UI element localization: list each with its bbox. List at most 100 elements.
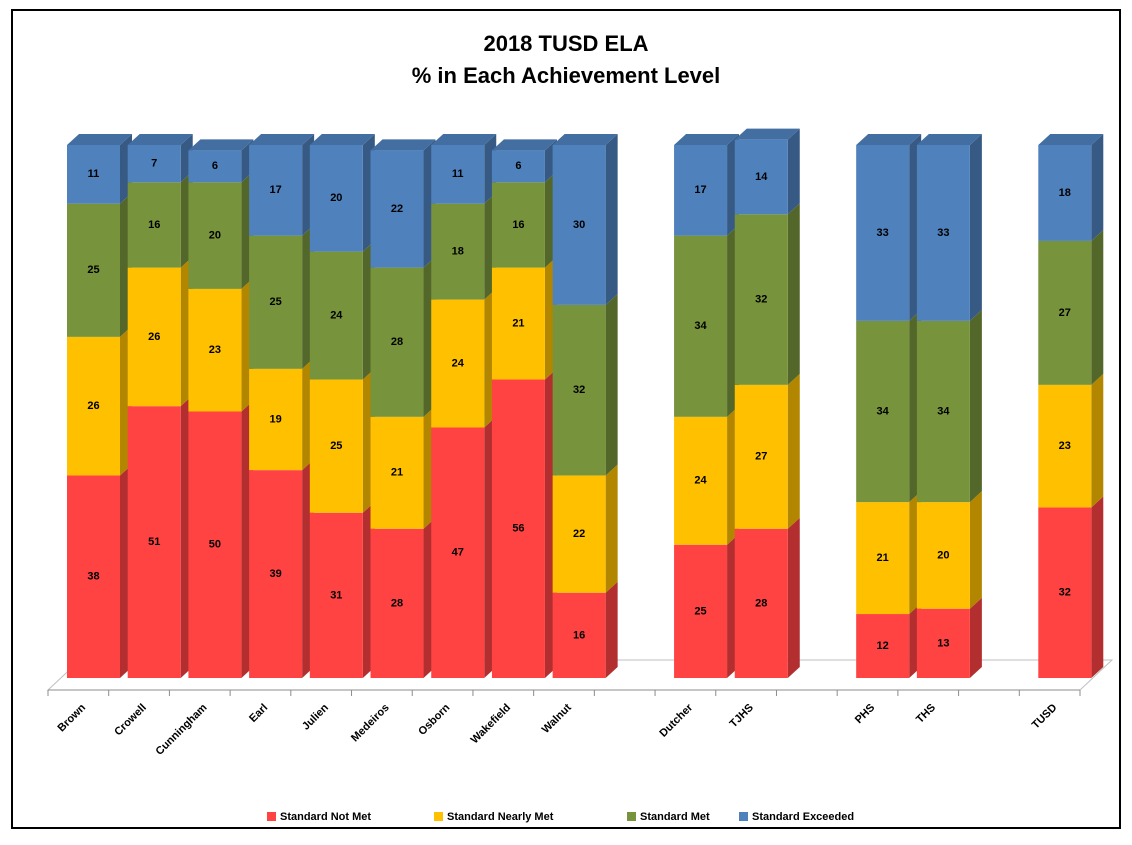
bar-segment <box>188 150 242 183</box>
bar-segment <box>127 267 181 407</box>
data-label: 27 <box>755 451 767 463</box>
data-label: 20 <box>937 549 949 561</box>
bar-segment <box>370 416 424 529</box>
data-label: 56 <box>512 523 524 535</box>
bar-side <box>969 597 982 678</box>
data-label: 32 <box>573 384 585 396</box>
data-label: 31 <box>330 589 342 601</box>
data-label: 27 <box>1059 307 1071 319</box>
data-label: 6 <box>515 160 521 172</box>
bar-side <box>605 134 618 305</box>
bar-top <box>491 139 557 151</box>
chart-subtitle: % in Each Achievement Level <box>412 63 721 88</box>
data-label: 34 <box>937 405 950 417</box>
data-label: 32 <box>1059 587 1071 599</box>
data-label: 26 <box>87 400 99 412</box>
bar-segment <box>188 182 242 289</box>
bar-segment <box>1038 384 1092 508</box>
data-label: 25 <box>694 605 706 617</box>
bar-segment <box>370 528 424 678</box>
bar-segment <box>431 427 485 678</box>
legend-swatch <box>739 812 748 821</box>
bar-top <box>552 134 618 145</box>
bar-segment <box>491 379 545 678</box>
bar-segment <box>674 145 728 236</box>
bar-top <box>309 134 375 145</box>
bar-segment <box>249 470 303 678</box>
data-label: 51 <box>148 536 160 548</box>
data-label: 22 <box>573 528 585 540</box>
bar-top <box>916 134 982 145</box>
bar-segment <box>309 379 363 513</box>
bar-side <box>605 293 618 476</box>
bar-top <box>734 128 800 140</box>
bar-segment <box>67 475 120 678</box>
bar-side <box>605 464 618 593</box>
bar-segment <box>734 214 788 385</box>
data-label: 16 <box>148 219 160 231</box>
legend-swatch <box>267 812 276 821</box>
data-label: 24 <box>694 475 707 487</box>
bar-segment <box>1038 145 1092 241</box>
data-label: 28 <box>755 597 767 609</box>
data-label: 28 <box>391 597 403 609</box>
bar-side <box>1091 373 1104 508</box>
bar-segment <box>856 614 910 678</box>
chart-title: 2018 TUSD ELA <box>483 31 648 56</box>
bar-side <box>1091 134 1104 241</box>
data-label: 20 <box>209 230 221 242</box>
data-label: 30 <box>573 219 585 231</box>
bar-segment <box>734 139 788 215</box>
bar-segment <box>188 288 242 412</box>
bar-segment <box>856 145 910 321</box>
bar-segment <box>491 267 545 380</box>
data-label: 16 <box>573 629 585 641</box>
data-label: 34 <box>694 320 707 332</box>
data-label: 34 <box>877 405 890 417</box>
bar-top <box>370 139 436 151</box>
bar-segment <box>734 528 788 678</box>
bar-side <box>1091 229 1104 385</box>
bar-top <box>127 134 193 145</box>
bar-top <box>431 134 497 145</box>
bar-segment <box>309 251 363 380</box>
bar-segment <box>67 203 120 337</box>
legend-swatch <box>627 812 636 821</box>
bar-segment <box>552 145 606 305</box>
data-label: 20 <box>330 192 342 204</box>
data-label: 7 <box>151 158 157 170</box>
data-label: 21 <box>512 317 524 329</box>
data-label: 18 <box>1059 187 1071 199</box>
legend-label: Standard Nearly Met <box>447 811 554 823</box>
bar-segment <box>734 384 788 529</box>
bar-segment <box>491 182 545 268</box>
legend-label: Standard Exceeded <box>752 811 854 823</box>
bar-top <box>856 134 922 145</box>
bar-segment <box>856 320 910 503</box>
bar-segment <box>1038 507 1092 678</box>
data-label: 25 <box>269 296 281 308</box>
bar-segment <box>370 150 424 268</box>
data-label: 38 <box>87 571 99 583</box>
data-label: 11 <box>452 168 464 180</box>
bar-segment <box>67 145 120 204</box>
data-label: 13 <box>937 637 949 649</box>
bar-segment <box>431 203 485 300</box>
data-label: 22 <box>391 203 403 215</box>
data-label: 11 <box>88 168 100 180</box>
bar-segment <box>431 299 485 428</box>
data-label: 12 <box>877 640 889 652</box>
bar-segment <box>67 336 120 476</box>
bar-segment <box>491 150 545 183</box>
bar-segment <box>916 502 970 609</box>
bar-segment <box>674 544 728 678</box>
bar-segment <box>916 608 970 678</box>
data-label: 23 <box>1059 440 1071 452</box>
bar-side <box>605 581 618 678</box>
bar-segment <box>370 267 424 417</box>
bar-side <box>969 134 982 321</box>
bar-segment <box>674 416 728 545</box>
bar-segment <box>552 304 606 476</box>
bar-segment <box>127 182 181 268</box>
data-label: 17 <box>269 184 281 196</box>
